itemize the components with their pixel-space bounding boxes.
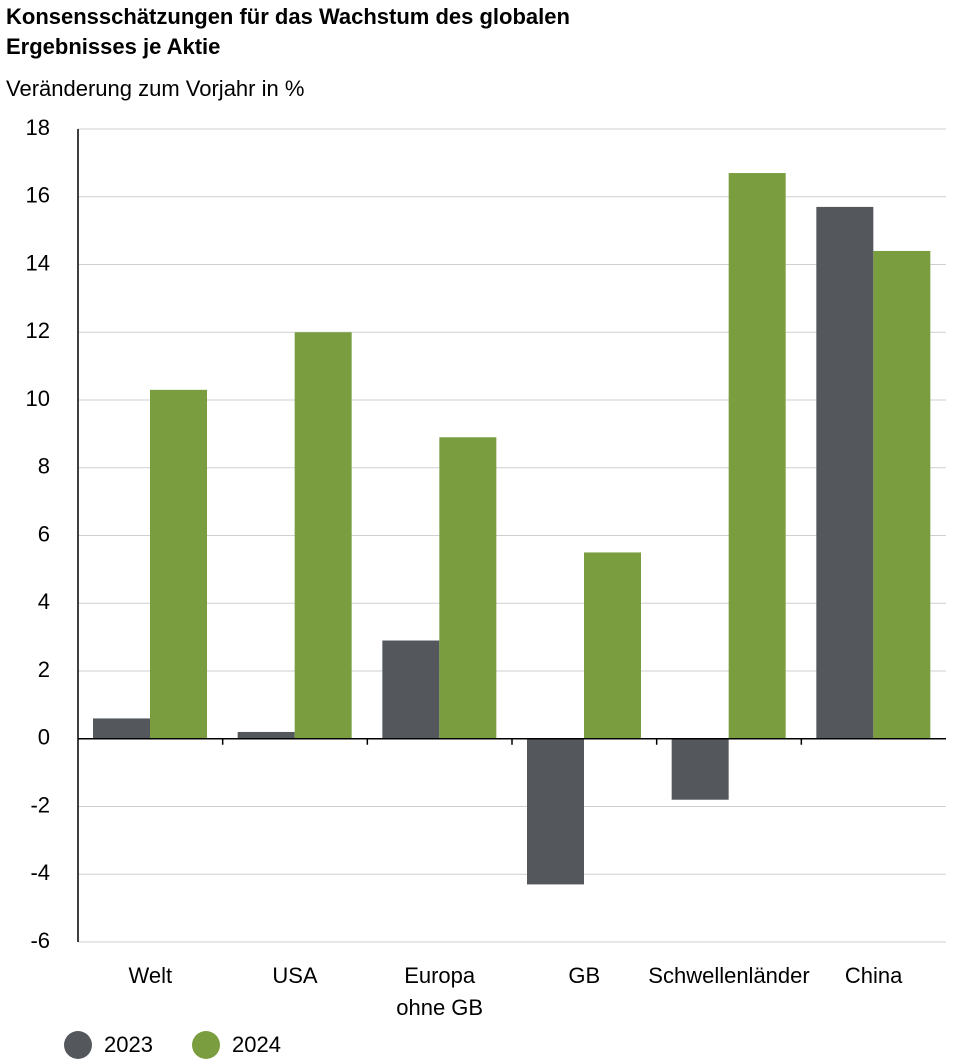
bar <box>382 640 440 739</box>
y-tick-label: 10 <box>26 386 50 411</box>
y-tick-label: 12 <box>26 318 50 343</box>
chart-subtitle: Veränderung zum Vorjahr in % <box>6 76 304 101</box>
y-tick-label: 18 <box>26 115 50 140</box>
bar <box>816 206 874 739</box>
bar <box>671 738 729 800</box>
y-tick-label: 8 <box>38 454 50 479</box>
bar <box>439 437 497 739</box>
x-tick-label: GB <box>568 963 600 988</box>
bar <box>873 250 931 739</box>
y-tick-label: 4 <box>38 589 50 614</box>
legend-marker <box>192 1031 220 1059</box>
legend-marker <box>64 1031 92 1059</box>
x-tick-label: China <box>845 963 903 988</box>
x-tick-label: Europa <box>404 963 476 988</box>
legend-label: 2024 <box>232 1032 281 1057</box>
y-tick-label: -2 <box>30 792 50 817</box>
bar <box>237 731 295 739</box>
y-tick-label: -4 <box>30 860 50 885</box>
bar <box>93 718 150 739</box>
chart-title: Konsensschätzungen für das Wachstum des … <box>6 4 570 59</box>
bar <box>728 173 786 739</box>
x-tick-label: Welt <box>129 963 173 988</box>
bar <box>584 552 641 739</box>
x-tick-label: ohne GB <box>396 995 483 1020</box>
x-tick-label: Schwellenländer <box>648 963 809 988</box>
bar <box>294 332 352 739</box>
y-tick-label: -6 <box>30 928 50 953</box>
x-tick-label: USA <box>272 963 318 988</box>
y-tick-label: 14 <box>26 250 50 275</box>
y-tick-label: 2 <box>38 657 50 682</box>
bar <box>150 389 207 739</box>
y-tick-label: 6 <box>38 521 50 546</box>
bar <box>527 738 584 885</box>
y-tick-label: 0 <box>38 725 50 750</box>
y-tick-label: 16 <box>26 183 50 208</box>
legend-label: 2023 <box>104 1032 153 1057</box>
